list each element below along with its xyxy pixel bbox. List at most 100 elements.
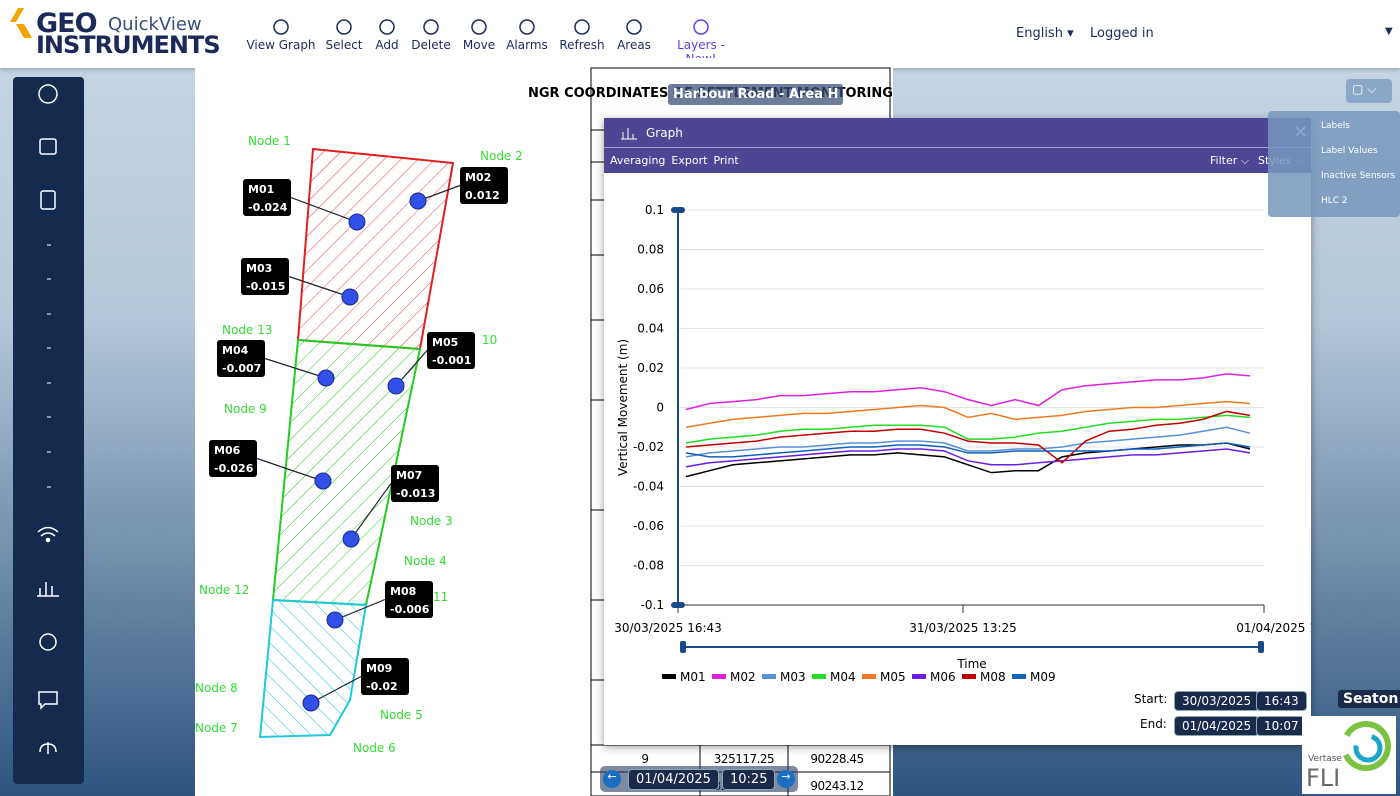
sensor-name: M03: [246, 262, 272, 275]
user-status: Logged in: [1090, 26, 1154, 41]
menu-item[interactable]: Averaging: [610, 154, 666, 167]
start-date[interactable]: 30/03/2025: [1174, 691, 1260, 711]
legend-swatch: [812, 674, 826, 679]
sensor-marker[interactable]: [348, 213, 366, 231]
toolbar-icon: [693, 19, 709, 35]
sensor-marker[interactable]: [302, 694, 320, 712]
legend-label[interactable]: M03: [780, 670, 806, 684]
language-menu[interactable]: English ▾: [1016, 26, 1074, 41]
node-label: Node 6: [353, 741, 396, 755]
y-tick-label: 0.1: [645, 203, 664, 217]
range-knob[interactable]: [671, 602, 685, 608]
brand-bottom: INSTRUMENTS: [36, 31, 221, 59]
logo-mark: [10, 8, 32, 38]
table-cell: 325117.25: [714, 752, 774, 766]
icon-shape: [336, 19, 352, 35]
menu-caret[interactable]: ▼: [1385, 26, 1393, 37]
legend-label[interactable]: M04: [830, 670, 856, 684]
toolbar-button[interactable]: Areas: [594, 18, 674, 52]
sensor-label-box: [385, 581, 433, 618]
toolbar-icon: [574, 19, 590, 35]
toolbar-icon: [336, 19, 352, 35]
toolbar-button[interactable]: Refresh: [542, 18, 622, 52]
sensor-marker[interactable]: [409, 192, 427, 210]
sensor-name: M09: [366, 662, 392, 675]
legend-label[interactable]: M06: [930, 670, 956, 684]
legend-label[interactable]: M05: [880, 670, 906, 684]
series-line: [685, 414, 1251, 444]
legend-label[interactable]: M09: [1030, 670, 1056, 684]
sensor-marker[interactable]: [317, 369, 335, 387]
top-bar: GEO INSTRUMENTS QuickView English ▾ Logg…: [0, 0, 1400, 68]
product-name: QuickView: [108, 14, 202, 35]
legend-swatch: [662, 674, 676, 679]
toolbar-icon: [379, 19, 395, 35]
x-tick-label: 01/04/2025 10:07: [1236, 621, 1311, 635]
brand-top: GEO: [36, 8, 98, 39]
sensor-marker[interactable]: [387, 377, 405, 395]
prev-button[interactable]: ←: [603, 770, 621, 788]
legend-label[interactable]: M02: [730, 670, 756, 684]
graph-window: -0.1 -0.08 -0.06 -0.04 -0.02 0 0.02 0.04 0.06 0.0…: [604, 118, 1311, 745]
toolbar-button[interactable]: Select: [304, 18, 384, 52]
toolbar-button[interactable]: View Graph: [241, 18, 321, 52]
node-label: Node 3: [410, 514, 453, 528]
legend-label[interactable]: M08: [980, 670, 1006, 684]
icon-shape: [626, 19, 642, 35]
series-line: [685, 400, 1251, 428]
sidebar-icons: [37, 84, 59, 754]
layer-toggle[interactable]: Inactive Sensors: [1321, 171, 1396, 181]
series-line: [685, 410, 1251, 464]
node-label: Node 2: [480, 149, 523, 163]
layer-toggle[interactable]: HLC 2: [1321, 196, 1348, 206]
sensor-label-box: [217, 340, 265, 377]
toolbar-label: Delete: [411, 38, 451, 52]
table-cell: 9: [641, 752, 648, 766]
legend-label[interactable]: M01: [680, 670, 706, 684]
range-knob[interactable]: [671, 207, 685, 213]
sensor-marker[interactable]: [342, 530, 360, 548]
node-label: Node 13: [222, 323, 272, 337]
sensor-value: -0.013: [396, 487, 435, 500]
start-label: Start:: [1134, 692, 1168, 706]
toolbar-button[interactable]: Move: [439, 18, 519, 52]
sensor-marker[interactable]: [314, 472, 332, 490]
slider-knob[interactable]: [1258, 641, 1264, 653]
sensor-name: M06: [214, 444, 241, 457]
start-time[interactable]: 16:43: [1256, 691, 1307, 711]
layer-toggle[interactable]: Labels: [1321, 121, 1350, 131]
icon-shape: [693, 19, 709, 35]
toolbar-label: View Graph: [246, 38, 316, 52]
filter-menu[interactable]: Filter ⌵: [1210, 154, 1250, 167]
toolbar-label: Select: [325, 38, 363, 52]
x-tick-label: 31/03/2025 13:25: [909, 621, 1017, 635]
timeline-time[interactable]: 10:25: [722, 769, 776, 790]
sidebar: [13, 77, 84, 784]
leader-line: [288, 275, 351, 298]
leader-line: [290, 196, 358, 223]
legend-swatch: [712, 674, 726, 679]
next-button[interactable]: →: [777, 770, 795, 788]
menu-item[interactable]: Export: [671, 154, 708, 167]
slider-knob[interactable]: [680, 641, 686, 653]
timeline-date[interactable]: 01/04/2025: [628, 769, 719, 790]
sensor-marker[interactable]: [341, 288, 359, 306]
vertase: Vertase: [1308, 754, 1342, 764]
leader-line: [310, 675, 362, 704]
layer-toggle[interactable]: Label Values: [1321, 146, 1378, 156]
sensor-marker[interactable]: [326, 611, 344, 629]
menu-item[interactable]: Print: [713, 154, 739, 167]
toolbar-label: Add: [375, 38, 399, 52]
toolbar-button[interactable]: Delete: [391, 18, 471, 52]
sensor-name: M07: [396, 469, 422, 482]
toolbar-button[interactable]: Alarms: [487, 18, 567, 52]
header-divider: [604, 147, 1311, 148]
chat-toggle[interactable]: ▢ ⌵: [1346, 79, 1392, 103]
y-tick-label: 0.06: [637, 282, 664, 296]
end-time[interactable]: 10:07: [1256, 716, 1307, 736]
y-tick-label: 0.02: [637, 361, 664, 375]
end-date[interactable]: 01/04/2025: [1174, 716, 1260, 736]
toolbar-button[interactable]: Add: [347, 18, 427, 52]
area-badge: Harbour Road - Area H: [668, 84, 844, 105]
